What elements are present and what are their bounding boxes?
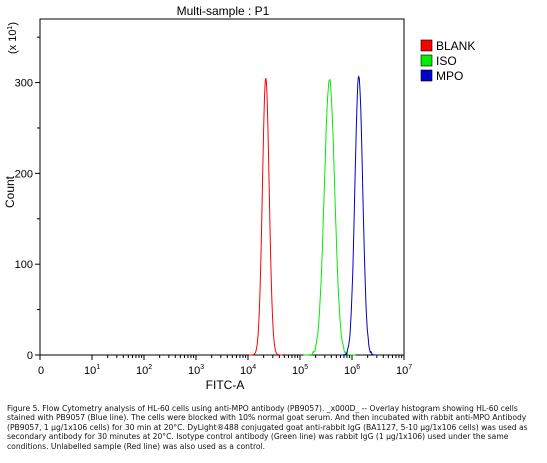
y-multiplier-prefix: (x 10 [7,30,19,54]
x-tick-label: 101 [84,364,100,377]
x-tick-label: 106 [344,364,360,377]
x-tick-base: 10 [136,365,148,377]
y-tick-label: 200 [15,168,33,180]
y-multiplier-exponent: 1 [7,26,14,30]
x-axis-label: FITC-A [206,378,245,392]
x-tick-base: 10 [188,365,200,377]
x-tick-label: 104 [240,364,256,377]
flow-histogram-chart: Multi-sample : P1 (x 101) Count 01002003… [3,4,475,392]
plot-area [39,18,405,356]
x-tick-base: 10 [292,365,304,377]
x-axis: 0 101 102 103 104 105 106 107 [38,355,412,377]
plot-frame [39,18,405,356]
x-tick-label: 103 [188,364,204,377]
x-tick-exponent: 5 [304,364,308,371]
y-axis: 0 100 200 300 [15,36,40,362]
legend-label-iso: ISO [436,54,457,68]
x-tick-label: 107 [396,364,412,377]
x-tick-exponent: 4 [252,364,256,371]
legend-swatch-blank [420,39,433,52]
x-tick-base: 10 [396,365,408,377]
x-tick-exponent: 1 [96,364,100,371]
chart-title: Multi-sample : P1 [177,4,270,18]
y-multiplier-label: (x 101) [7,22,19,54]
legend-swatch-iso [420,54,433,67]
x-tick-base: 10 [84,365,96,377]
histogram-curve-iso [303,79,356,356]
legend-label-mpo: MPO [436,69,463,83]
histogram-curve-mpo [339,75,379,356]
y-tick-label: 100 [15,259,33,271]
x-tick-exponent: 6 [356,364,360,371]
x-tick-exponent: 2 [148,364,152,371]
x-tick-exponent: 7 [408,364,412,371]
x-tick-base: 10 [240,365,252,377]
legend-swatch-mpo [420,69,433,82]
x-tick-label: 0 [38,365,44,377]
x-tick-exponent: 3 [200,364,204,371]
x-tick-label: 105 [292,364,308,377]
svg-text:(x 101): (x 101) [7,22,19,54]
histogram-curve-blank [248,77,283,356]
y-tick-label: 0 [27,350,33,362]
figure-caption: Figure 5. Flow Cytometry analysis of HL-… [7,404,528,451]
x-tick-label: 102 [136,364,152,377]
y-axis-label: Count [3,175,17,208]
x-tick-base: 10 [344,365,356,377]
histogram-curves [248,75,379,356]
x-tick-base: 0 [38,365,44,377]
y-multiplier-suffix: ) [7,22,19,26]
legend-label-blank: BLANK [436,39,475,53]
y-tick-label: 300 [15,78,33,90]
